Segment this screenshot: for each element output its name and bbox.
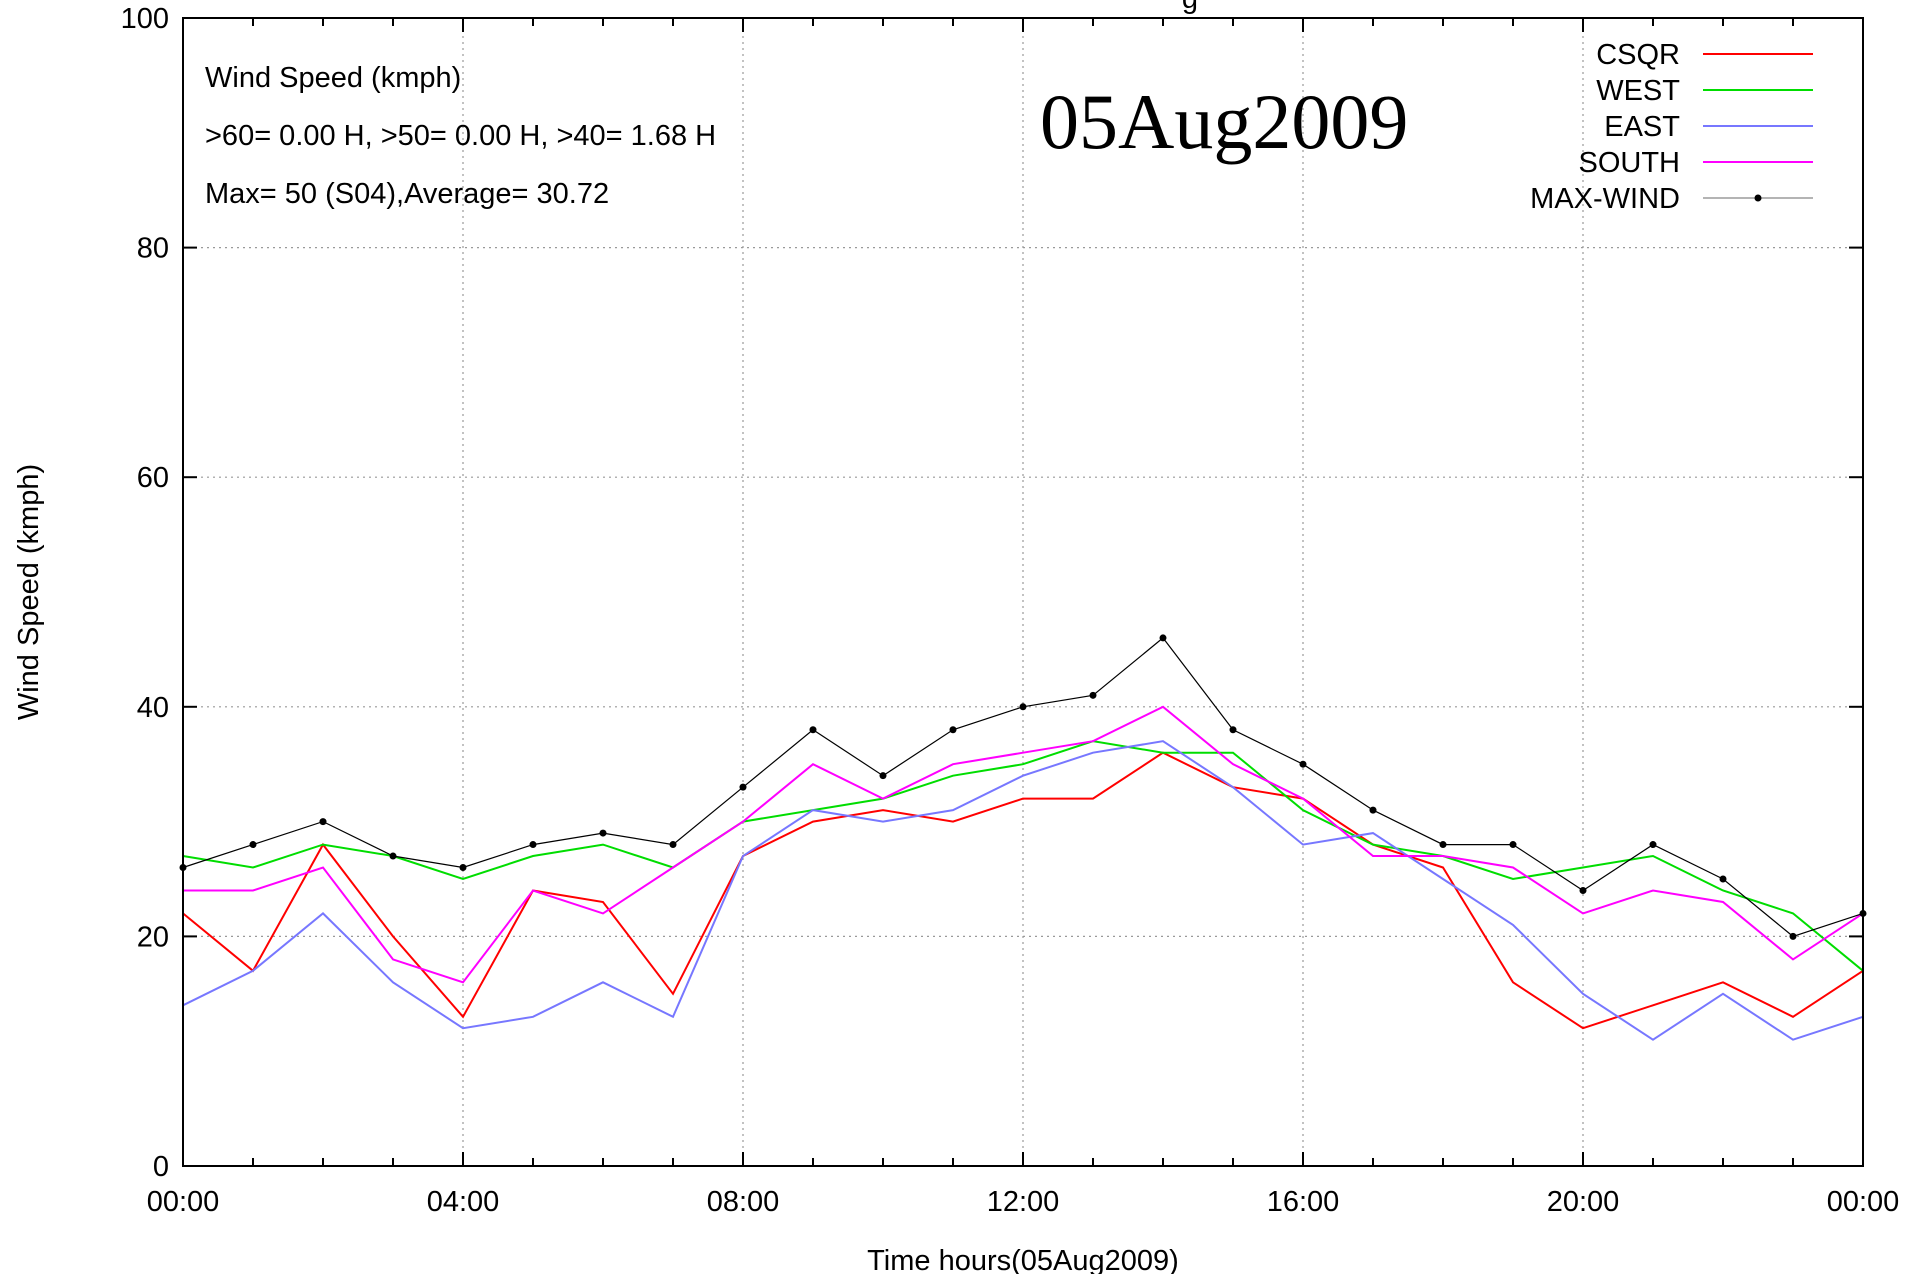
max-wind-point — [1439, 841, 1447, 849]
max-wind-point — [1649, 841, 1657, 849]
max-wind-point — [1509, 841, 1517, 849]
y-axis-tick-labels: 0 20 40 60 80 100 — [121, 3, 169, 1183]
series-line-west — [182, 740, 1864, 972]
series-line-south — [183, 705, 1864, 984]
x-tick-label: 20:00 — [1547, 1186, 1620, 1218]
series-lines — [179, 634, 1867, 1041]
stats-line-2: >60= 0.00 H, >50= 0.00 H, >40= 1.68 H — [205, 120, 716, 152]
max-wind-point — [739, 783, 747, 791]
max-wind-point — [319, 818, 327, 826]
legend-label-csqr: CSQR — [1596, 39, 1680, 71]
max-wind-point — [249, 841, 257, 849]
max-wind-point — [1159, 634, 1167, 642]
stats-annotation: Wind Speed (kmph) >60= 0.00 H, >50= 0.00… — [205, 62, 716, 210]
max-wind-point — [1789, 932, 1797, 940]
stats-line-1: Wind Speed (kmph) — [205, 62, 461, 94]
series-line-east — [182, 740, 1864, 1041]
y-axis-label: Wind Speed (kmph) — [13, 464, 45, 720]
axis-ticks — [182, 17, 1864, 1167]
max-wind-point — [1579, 886, 1587, 894]
y-tick-label: 100 — [121, 3, 169, 35]
max-wind-point — [1719, 875, 1727, 883]
y-tick-label: 60 — [137, 462, 169, 494]
max-wind-point — [389, 852, 397, 860]
y-tick-label: 80 — [137, 233, 169, 265]
y-tick-label: 0 — [153, 1151, 169, 1183]
x-tick-label: 08:00 — [707, 1186, 780, 1218]
legend-label-west: WEST — [1596, 75, 1680, 107]
x-axis-tick-labels: 00:00 04:00 08:00 12:00 16:00 20:00 00:00 — [147, 1186, 1900, 1218]
chart-title-fragment: g — [1182, 0, 1198, 15]
stats-line-3: Max= 50 (S04),Average= 30.72 — [205, 178, 609, 210]
legend-label-east: EAST — [1604, 111, 1680, 143]
series-line-csqr — [182, 751, 1864, 1030]
x-tick-label: 12:00 — [987, 1186, 1060, 1218]
legend: CSQR WEST EAST SOUTH MAX-WIND — [1530, 39, 1813, 215]
max-wind-point — [1019, 703, 1027, 711]
max-wind-point — [879, 772, 887, 780]
max-wind-point — [1369, 806, 1377, 814]
y-tick-label: 40 — [137, 692, 169, 724]
x-tick-label: 00:00 — [147, 1186, 220, 1218]
max-wind-point — [1299, 760, 1307, 768]
x-tick-label: 16:00 — [1267, 1186, 1340, 1218]
x-tick-label: 04:00 — [427, 1186, 500, 1218]
date-stamp: 05Aug2009 — [1040, 78, 1408, 165]
max-wind-point — [949, 726, 957, 734]
legend-label-max-wind: MAX-WIND — [1530, 183, 1680, 215]
x-tick-label: 00:00 — [1827, 1186, 1900, 1218]
x-axis-label: Time hours(05Aug2009) — [867, 1245, 1179, 1274]
max-wind-point — [459, 864, 467, 872]
max-wind-point — [1089, 691, 1097, 699]
max-wind-point — [599, 829, 607, 837]
legend-label-south: SOUTH — [1579, 147, 1681, 179]
max-wind-point — [809, 726, 817, 734]
max-wind-point — [669, 841, 677, 849]
max-wind-point — [1229, 726, 1237, 734]
y-tick-label: 20 — [137, 921, 169, 953]
max-wind-point — [529, 841, 537, 849]
legend-marker-max-wind — [1754, 194, 1762, 202]
